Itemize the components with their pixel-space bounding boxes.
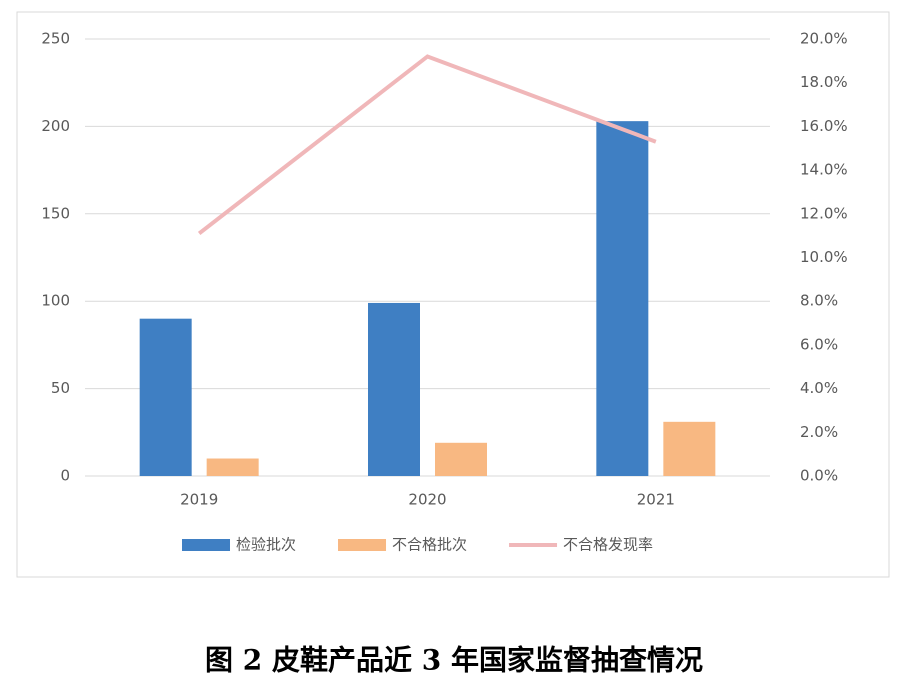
x-tick-label: 2020: [408, 491, 446, 509]
bar: [663, 421, 716, 476]
y2-tick-label: 16.0%: [800, 117, 848, 135]
y-tick-label: 200: [41, 117, 70, 135]
bar: [139, 318, 192, 476]
y2-tick-label: 2.0%: [800, 423, 838, 441]
legend-label: 不合格批次: [392, 536, 467, 554]
legend-swatch: [338, 539, 387, 551]
x-tick-label: 2021: [637, 491, 675, 509]
bar: [206, 458, 259, 476]
y2-tick-label: 20.0%: [800, 30, 848, 48]
y-tick-label: 50: [51, 379, 70, 397]
bar: [368, 302, 420, 476]
y-tick-label: 250: [41, 30, 70, 48]
legend-label: 检验批次: [236, 536, 296, 554]
y-tick-label: 100: [41, 292, 70, 310]
chart-frame: [16, 11, 890, 578]
y2-tick-label: 12.0%: [800, 204, 848, 222]
y2-tick-label: 0.0%: [800, 467, 838, 485]
y2-tick-label: 14.0%: [800, 161, 848, 179]
line: [197, 54, 657, 236]
y2-tick-label: 6.0%: [800, 335, 838, 353]
y-tick-label: 150: [41, 204, 70, 222]
y2-tick-label: 18.0%: [800, 73, 848, 91]
legend-label: 不合格发现率: [563, 536, 653, 554]
y2-tick-label: 8.0%: [800, 292, 838, 310]
legend-swatch: [182, 539, 230, 551]
y2-tick-label: 4.0%: [800, 379, 838, 397]
x-tick-label: 2019: [180, 491, 218, 509]
y-tick-label: 0: [60, 467, 70, 485]
bar: [435, 442, 487, 476]
y2-tick-label: 10.0%: [800, 248, 848, 266]
bar: [596, 121, 649, 476]
caption: 图 2 皮鞋产品近 3 年国家监督抽查情况: [205, 644, 703, 677]
